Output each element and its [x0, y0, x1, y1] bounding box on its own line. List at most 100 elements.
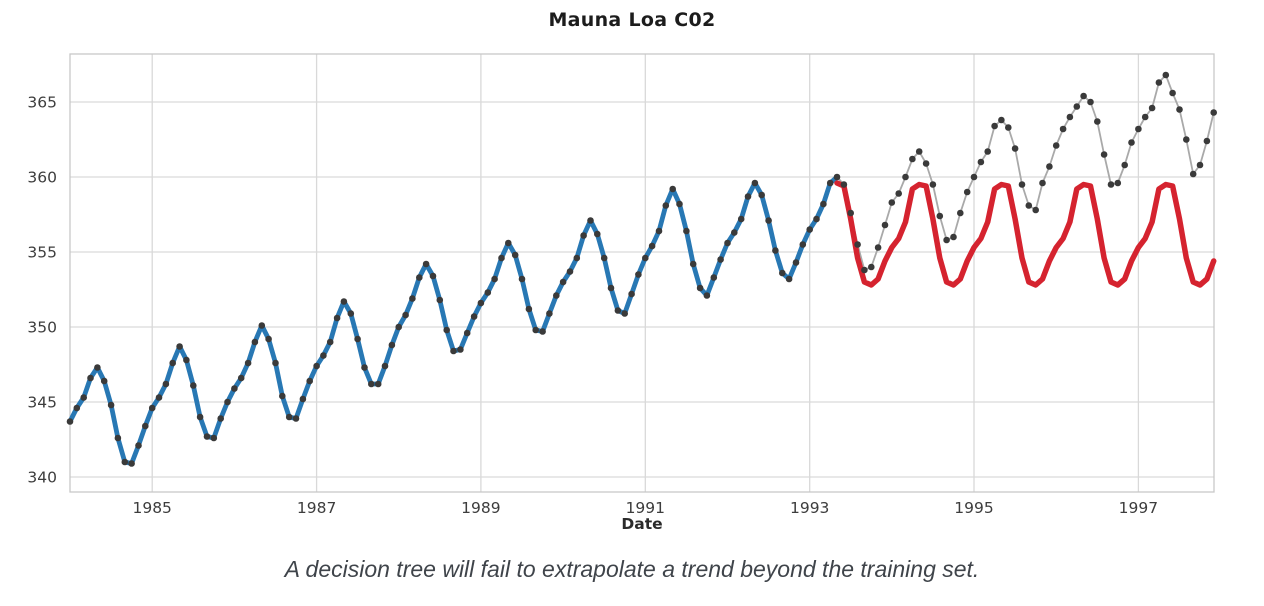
data-point	[518, 275, 526, 283]
data-point	[265, 335, 272, 343]
data-point	[80, 394, 87, 401]
x-tick-label: 1987	[297, 499, 336, 517]
x-tick-label: 1997	[1119, 499, 1158, 517]
data-point	[491, 275, 498, 283]
data-point	[148, 404, 156, 412]
y-tick-label: 350	[27, 319, 57, 337]
data-point	[1203, 137, 1211, 145]
data-point	[107, 401, 115, 409]
data-point	[1073, 103, 1081, 110]
data-point	[525, 305, 533, 313]
data-point	[416, 274, 423, 281]
data-point	[655, 227, 663, 235]
data-point	[477, 299, 485, 307]
data-point	[1059, 125, 1067, 133]
y-tick-label: 365	[27, 94, 57, 112]
data-point	[785, 275, 793, 283]
data-point	[874, 244, 882, 251]
data-point	[703, 292, 711, 299]
data-point	[388, 341, 396, 349]
data-point	[1046, 163, 1053, 170]
data-point	[292, 415, 300, 422]
data-point	[272, 359, 279, 367]
data-point	[977, 158, 985, 166]
data-point	[676, 200, 683, 208]
data-point	[443, 326, 451, 334]
data-point	[210, 434, 218, 442]
data-point	[607, 284, 615, 292]
y-tick-label: 340	[27, 469, 57, 487]
x-tick-label: 1989	[461, 499, 500, 517]
data-point	[196, 413, 204, 421]
data-point	[463, 329, 471, 337]
data-point	[1148, 104, 1156, 112]
x-tick-label: 1991	[626, 499, 665, 517]
data-point	[717, 256, 724, 263]
data-point	[135, 442, 142, 449]
data-point	[354, 335, 361, 343]
data-point	[1100, 151, 1108, 158]
y-tick-label: 355	[27, 244, 57, 262]
data-point	[1005, 124, 1012, 131]
data-point	[429, 272, 437, 280]
data-point	[580, 232, 587, 239]
data-point	[553, 292, 560, 299]
data-point	[546, 310, 553, 317]
data-point	[114, 434, 122, 442]
data-point	[737, 215, 745, 223]
chart-title: Mauna Loa C02	[548, 9, 716, 31]
data-point	[409, 295, 416, 302]
data-point	[402, 311, 409, 319]
data-point	[758, 191, 765, 199]
data-point	[1025, 202, 1033, 209]
data-point	[203, 433, 211, 440]
data-point	[128, 460, 135, 467]
data-point	[1032, 206, 1039, 214]
data-point-markers	[66, 71, 1217, 467]
data-point	[532, 326, 539, 334]
data-point	[970, 173, 978, 181]
data-point	[833, 173, 841, 181]
data-point	[587, 217, 594, 224]
data-point	[868, 263, 875, 271]
data-point	[539, 328, 546, 335]
data-point	[333, 314, 341, 322]
data-point	[950, 233, 957, 241]
data-point	[696, 284, 704, 292]
data-point	[94, 364, 101, 371]
data-point	[779, 269, 786, 277]
data-point	[998, 116, 1005, 124]
data-point	[231, 385, 238, 392]
prediction-line	[834, 180, 1217, 288]
data-point	[915, 148, 923, 155]
y-tick-label: 360	[27, 169, 57, 187]
data-point	[457, 346, 464, 353]
data-point	[100, 377, 108, 385]
data-point	[347, 310, 355, 317]
data-point	[162, 380, 170, 388]
data-point	[1169, 89, 1176, 97]
data-point	[313, 362, 320, 370]
data-point	[963, 188, 971, 196]
data-point	[669, 185, 676, 193]
data-point	[683, 227, 690, 235]
plot-svg: 340 345 350 355 360 365 1985 1987 1989 1991 1993 19…	[27, 53, 1217, 517]
data-point	[724, 239, 731, 247]
data-point	[826, 179, 834, 187]
data-point	[744, 193, 752, 200]
data-point	[1052, 142, 1060, 149]
data-point	[251, 338, 259, 346]
data-point	[422, 260, 430, 268]
data-point	[847, 209, 854, 217]
x-tick-label: 1993	[790, 499, 829, 517]
data-point	[121, 458, 129, 466]
x-axis-label: Date	[621, 515, 663, 533]
data-point	[1183, 136, 1190, 143]
data-point	[792, 259, 800, 266]
data-point	[820, 200, 827, 208]
data-point	[1018, 181, 1026, 188]
data-point	[559, 278, 567, 286]
data-point	[929, 181, 937, 188]
data-point	[395, 323, 403, 331]
